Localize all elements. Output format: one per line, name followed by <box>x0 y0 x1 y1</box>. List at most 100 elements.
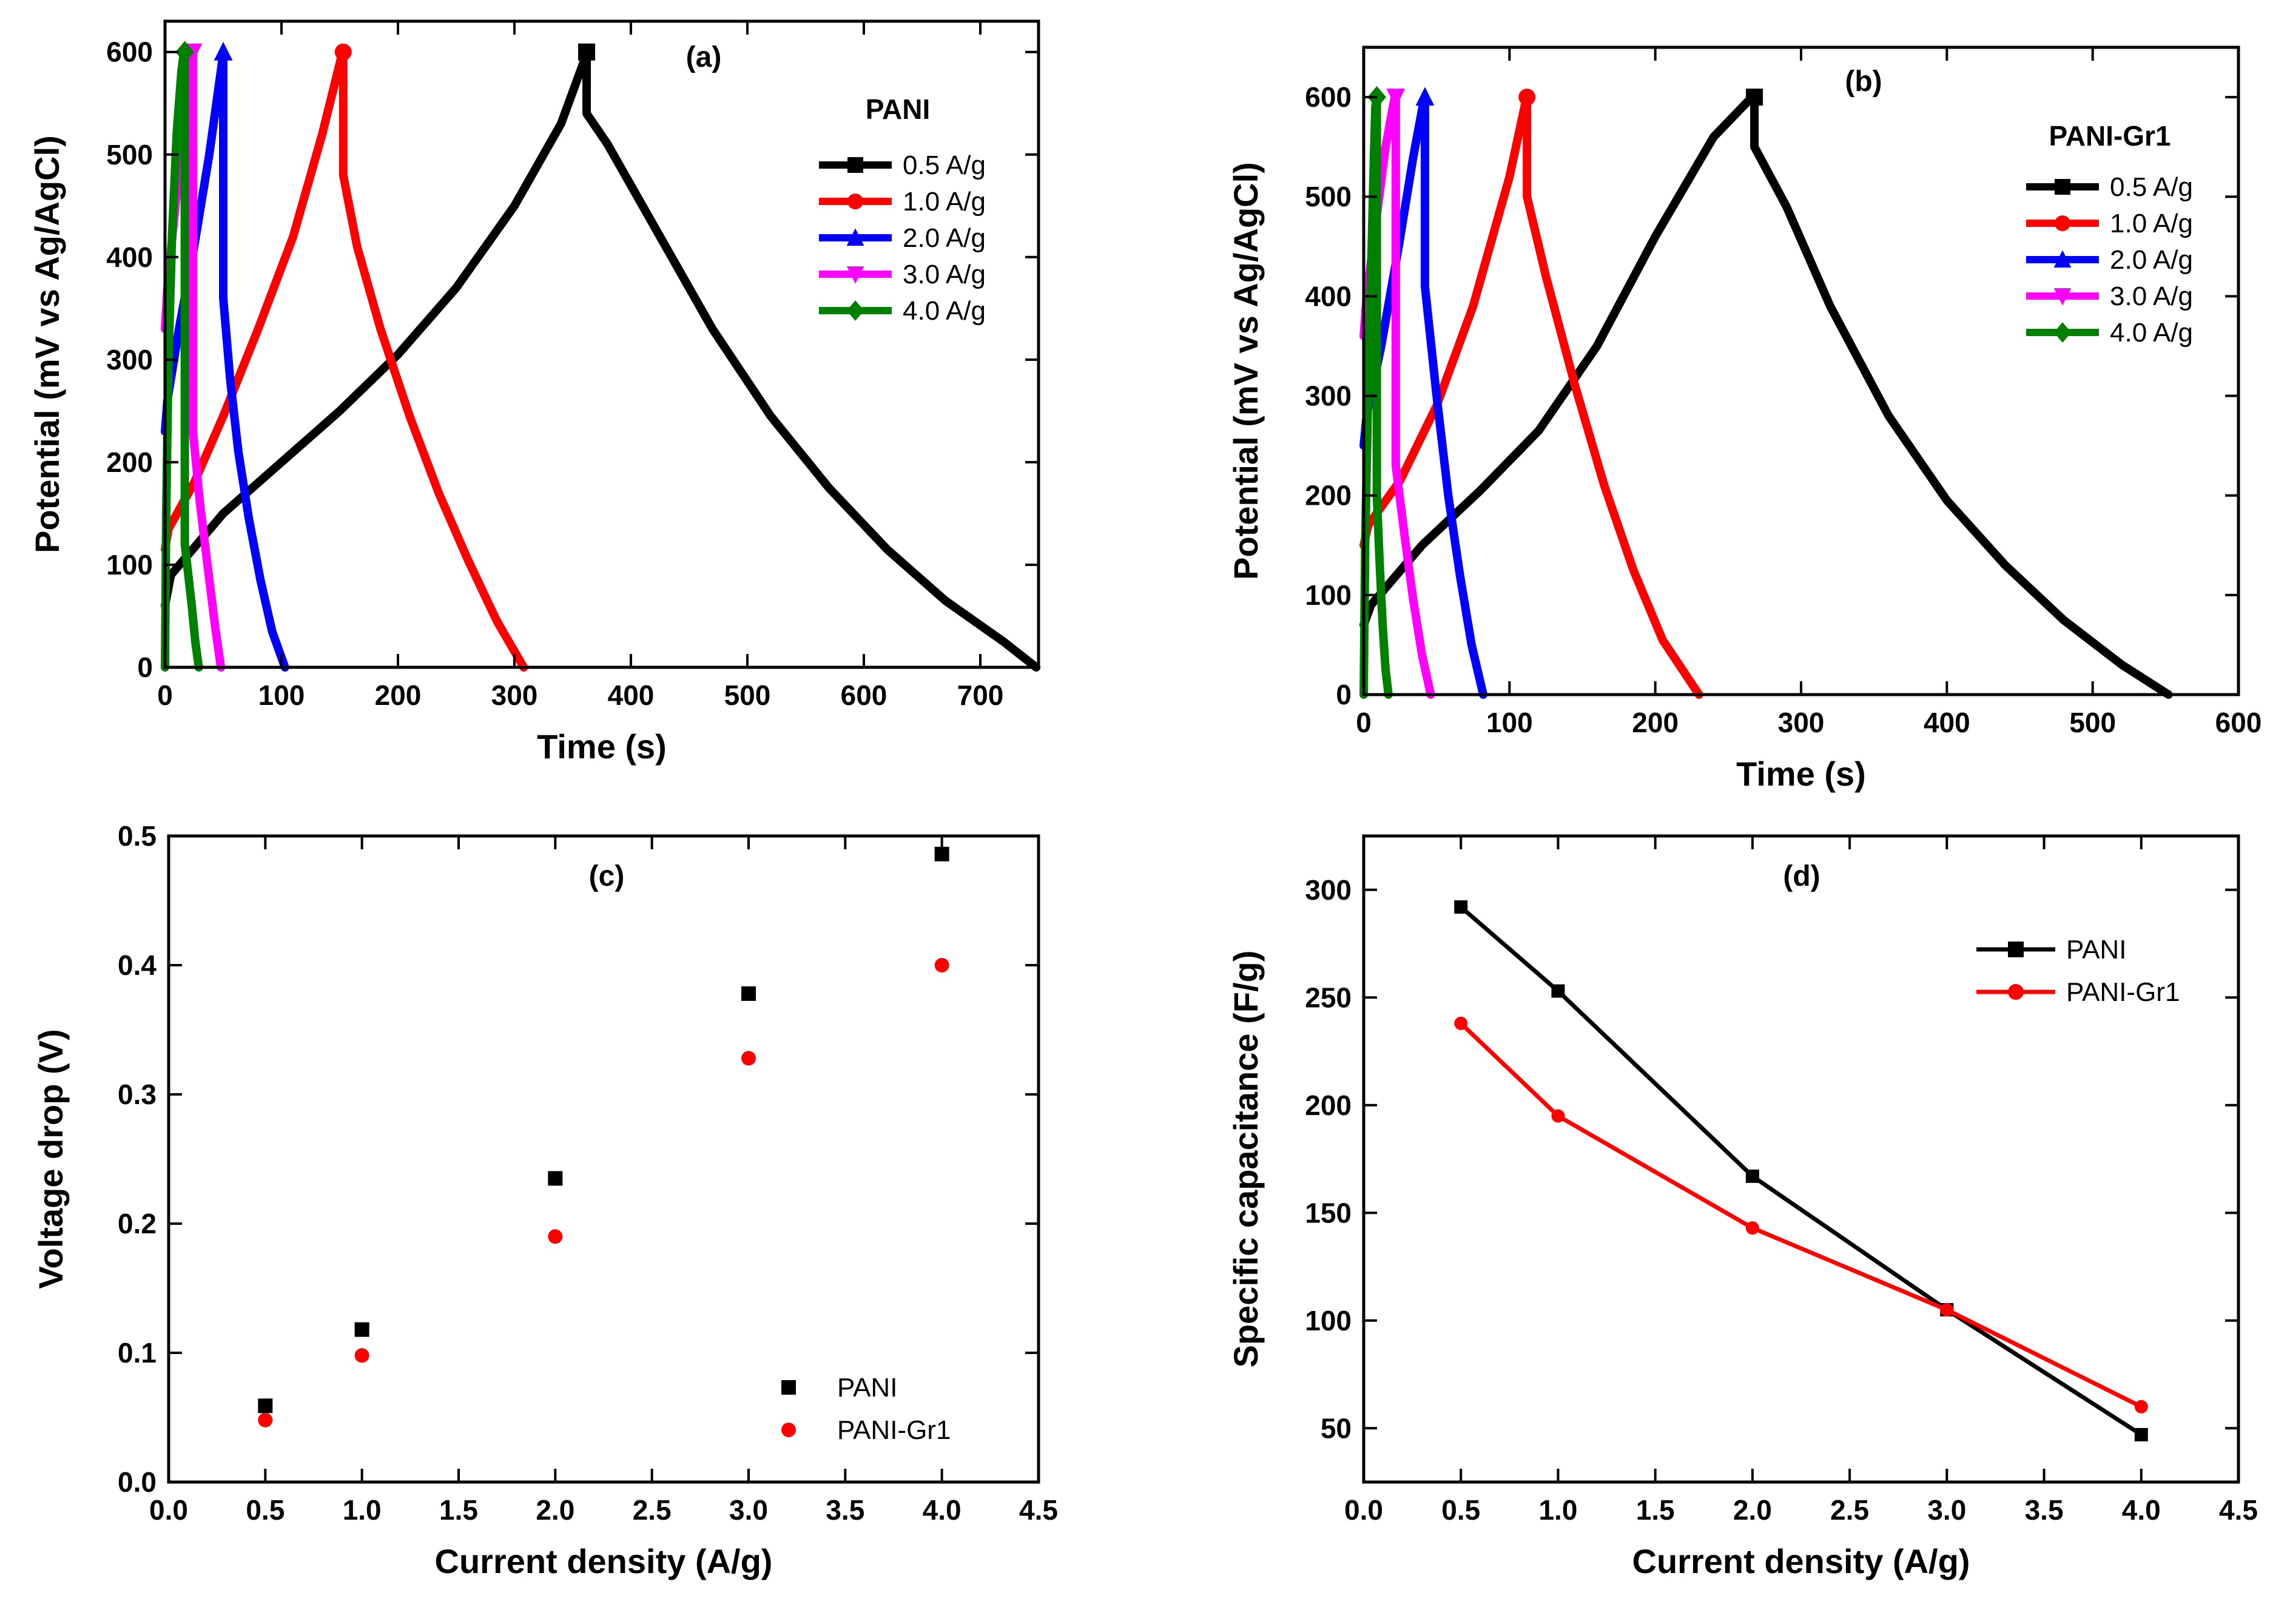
x-axis-label: Current density (A/g) <box>1632 1542 1970 1580</box>
legend-marker <box>2008 942 2024 957</box>
data-point <box>934 958 949 972</box>
legend-label: 4.0 A/g <box>2110 318 2193 348</box>
x-tick-label: 0.0 <box>149 1494 188 1526</box>
legend-label: 1.0 A/g <box>2110 209 2193 238</box>
x-tick-label: 1.5 <box>439 1494 478 1526</box>
data-point <box>1746 89 1763 106</box>
data-point <box>258 1412 273 1427</box>
y-tick-label: 100 <box>1305 579 1352 611</box>
data-point <box>2134 1400 2148 1413</box>
series-1-0-a-g <box>161 43 528 672</box>
legend-label: 3.0 A/g <box>903 260 986 289</box>
x-tick-label: 500 <box>724 679 771 711</box>
data-point <box>1454 1016 1468 1030</box>
legend-marker <box>846 300 864 321</box>
y-tick-label: 0.5 <box>118 820 157 852</box>
legend-marker <box>846 266 864 284</box>
x-tick-label: 200 <box>1632 707 1679 738</box>
y-tick-label: 400 <box>1305 280 1352 312</box>
data-point <box>1745 1221 1759 1235</box>
data-point <box>354 1348 369 1363</box>
y-tick-label: 300 <box>1305 874 1352 906</box>
legend-item: 4.0 A/g <box>819 296 986 326</box>
y-axis-label: Potential (mV vs Ag/AgCl) <box>1227 162 1265 580</box>
y-tick-label: 200 <box>1305 480 1352 511</box>
data-point <box>214 41 233 61</box>
data-point <box>1386 89 1406 107</box>
x-tick-label: 600 <box>2215 707 2262 738</box>
x-tick-label: 3.5 <box>826 1494 864 1526</box>
data-point <box>548 1171 563 1186</box>
series-2-0-a-g <box>1359 87 1488 699</box>
y-axis-label: Specific capacitance (F/g) <box>1227 951 1265 1368</box>
x-tick-label: 0.5 <box>246 1494 285 1526</box>
y-tick-label: 0.2 <box>118 1208 157 1239</box>
legend-label: PANI-Gr1 <box>2066 977 2180 1007</box>
legend-item: 0.5 A/g <box>819 150 986 180</box>
y-tick-label: 250 <box>1305 982 1352 1013</box>
legend-marker <box>846 228 864 246</box>
data-point <box>1745 1169 1759 1183</box>
x-tick-label: 4.0 <box>923 1494 962 1526</box>
data-point <box>1454 900 1468 914</box>
legend-item: 1.0 A/g <box>2026 209 2193 238</box>
legend-marker <box>2055 215 2070 231</box>
y-tick-label: 200 <box>106 446 153 478</box>
legend-label: PANI-Gr1 <box>837 1415 951 1445</box>
x-tick-label: 2.0 <box>1733 1494 1772 1526</box>
series-pani <box>258 846 949 1413</box>
plot-frame <box>1362 834 2240 1484</box>
x-tick-label: 400 <box>608 679 655 711</box>
y-tick-label: 0.3 <box>118 1079 157 1110</box>
legend-marker <box>847 194 863 209</box>
data-point <box>354 1322 369 1337</box>
legend-item: 4.0 A/g <box>2026 318 2193 348</box>
panel-label: (d) <box>1783 860 1820 892</box>
legend-label: PANI <box>2066 935 2126 965</box>
legend-item: 3.0 A/g <box>2026 281 2193 311</box>
series-pani-gr1 <box>1454 1016 2148 1413</box>
legend-marker <box>781 1423 796 1437</box>
legend-label: 0.5 A/g <box>2110 172 2193 202</box>
data-point <box>1551 1109 1565 1123</box>
x-tick-label: 4.5 <box>2219 1494 2258 1526</box>
legend: PANI PANI-Gr1 <box>781 1373 951 1445</box>
x-tick-label: 600 <box>841 679 887 711</box>
legend-item: 2.0 A/g <box>819 223 986 253</box>
legend-marker <box>781 1380 796 1395</box>
data-point <box>578 43 596 61</box>
legend-label: 4.0 A/g <box>903 296 986 326</box>
y-tick-label: 500 <box>106 139 153 170</box>
legend-item: PANI <box>781 1373 897 1403</box>
legend-label: PANI <box>837 1373 897 1403</box>
y-tick-label: 500 <box>1305 181 1352 212</box>
x-axis-label: Time (s) <box>537 727 667 766</box>
data-point <box>175 41 195 63</box>
data-point <box>258 1398 273 1413</box>
legend-item: PANI-Gr1 <box>1976 977 2180 1007</box>
data-point <box>2134 1427 2148 1441</box>
y-tick-label: 300 <box>1305 380 1352 412</box>
y-tick-label: 100 <box>1305 1305 1352 1336</box>
y-tick-label: 600 <box>106 36 153 68</box>
series-pani-gr1 <box>258 958 949 1427</box>
x-tick-label: 4.0 <box>2122 1494 2161 1526</box>
y-tick-label: 150 <box>1305 1197 1352 1228</box>
x-tick-label: 3.0 <box>729 1494 768 1526</box>
chart-panel-3: 0.0 0.5 1.0 1.5 2.0 2.5 3.0 3.5 4.0 4.5 0.0 0.1 0.2 0… <box>32 820 1058 1580</box>
series-1-0-a-g <box>1359 89 1703 699</box>
plot-frame <box>167 834 1040 1484</box>
y-axis-label: Voltage drop (V) <box>32 1029 70 1289</box>
x-axis-label: Current density (A/g) <box>435 1542 773 1580</box>
plot-frame <box>163 19 1040 669</box>
y-tick-label: 0.4 <box>118 949 157 981</box>
y-tick-label: 100 <box>106 549 153 581</box>
legend-marker <box>2053 322 2072 343</box>
legend-item: 1.0 A/g <box>819 187 986 217</box>
series-line <box>161 47 528 672</box>
data-point <box>548 1229 563 1244</box>
legend-title: PANI <box>866 93 931 125</box>
x-tick-label: 4.5 <box>1019 1494 1058 1526</box>
chart-panel-4: 0.0 0.5 1.0 1.5 2.0 2.5 3.0 3.5 4.0 4.5 50 100 150 20… <box>1227 834 2258 1580</box>
